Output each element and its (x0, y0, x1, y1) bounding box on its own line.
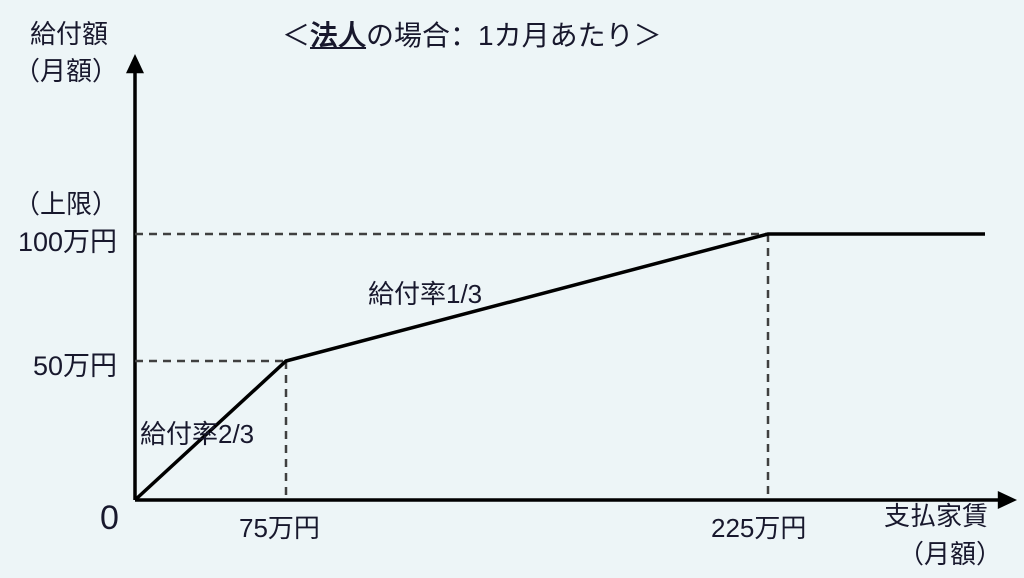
rate-label-1-3: 給付率1/3 (368, 274, 482, 311)
x-axis-arrowhead (998, 491, 1017, 509)
rate-label-2-3: 給付率2/3 (140, 414, 254, 451)
title-prefix: ＜ (282, 20, 310, 51)
title-suffix: の場合：1カ月あたり＞ (366, 20, 662, 51)
x-tick-75: 75万円 (239, 508, 320, 545)
x-axis-label-line2: （月額） (898, 534, 1002, 571)
origin-label: 0 (100, 499, 119, 538)
title-bold: 法人 (310, 20, 366, 51)
y-tick-100: 100万円 (18, 220, 117, 259)
y-axis-arrowhead (126, 54, 144, 73)
benefit-line (135, 234, 985, 500)
y-upper-hint: （上限） (14, 184, 118, 221)
chart-title: ＜法人の場合：1カ月あたり＞ (282, 14, 662, 54)
y-tick-50: 50万円 (33, 344, 117, 383)
x-tick-225: 225万円 (711, 508, 806, 545)
y-axis-label-line2: （月額） (14, 51, 118, 88)
y-axis-label-line1: 給付額 (30, 14, 108, 51)
x-axis-label-line1: 支払家賃 (884, 496, 988, 533)
